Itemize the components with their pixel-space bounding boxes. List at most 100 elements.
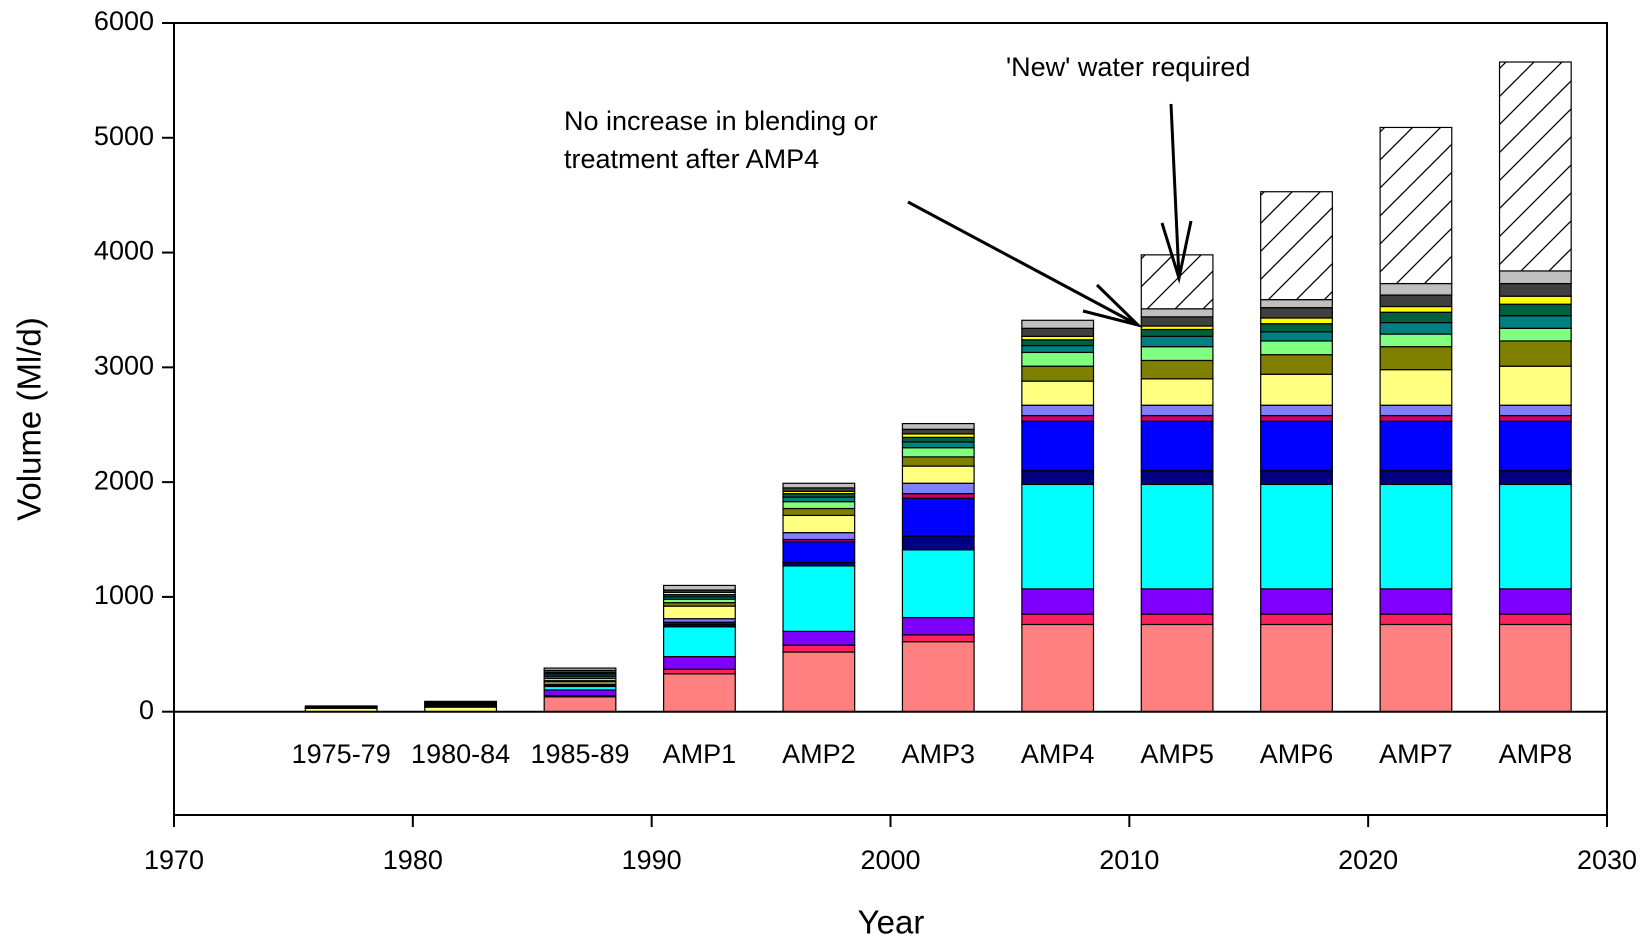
x-tick-label: 2030 — [1577, 845, 1637, 875]
bar-segment — [1379, 369, 1453, 406]
bar-segment — [663, 626, 736, 658]
bar-segment — [1498, 282, 1572, 297]
x-tick-label: 1980 — [383, 845, 443, 875]
bar-segment — [901, 497, 975, 537]
bar-segment — [1021, 351, 1095, 367]
x-axis-title: Year — [858, 904, 925, 941]
bar-segment — [1379, 483, 1453, 590]
y-tick-label: 0 — [139, 695, 154, 725]
y-axis-title: Volume (Ml/d) — [11, 317, 48, 521]
bar-segment — [901, 549, 975, 619]
category-label: AMP5 — [1140, 739, 1214, 769]
category-label: AMP6 — [1260, 739, 1334, 769]
bar-segment — [1260, 373, 1333, 406]
bar-segment — [1260, 307, 1333, 319]
bar-segment — [1140, 308, 1214, 318]
bar-segment — [1498, 303, 1572, 317]
bar-segment — [1498, 404, 1572, 417]
bar-segment — [1498, 61, 1572, 272]
bar-segment — [1498, 365, 1572, 406]
bar-segment — [304, 705, 378, 708]
bar-segment — [1140, 346, 1214, 362]
bar-segment — [1498, 470, 1572, 486]
bar-segment — [1140, 588, 1214, 615]
bar-segment — [1021, 613, 1095, 626]
bar-segment — [1260, 354, 1333, 375]
bar-segment — [1140, 470, 1214, 486]
bar-segment — [1379, 305, 1453, 313]
bar-segment — [1140, 359, 1214, 380]
x-tick-label: 2010 — [1099, 845, 1159, 875]
bar-segment — [663, 668, 736, 675]
bar-segment — [663, 673, 736, 713]
bar-segment — [782, 651, 856, 713]
annotation: treatment after AMP4 — [564, 144, 819, 174]
bar-segment — [1498, 295, 1572, 305]
arrow — [1160, 103, 1193, 284]
bar-segment — [1021, 339, 1095, 347]
x-tick-label: 2020 — [1338, 845, 1398, 875]
bar-segment — [901, 422, 975, 430]
bar-segment — [1498, 315, 1572, 329]
bar-segment — [1379, 346, 1453, 371]
bar-segment — [1498, 483, 1572, 590]
bar-segment — [1379, 613, 1453, 626]
bar-segment — [1379, 311, 1453, 324]
bar-segment — [1140, 483, 1214, 590]
bar-segment — [901, 436, 975, 443]
bar-segment — [1260, 323, 1333, 333]
bar-segment — [1498, 613, 1572, 626]
bar-segment — [1021, 319, 1095, 329]
category-label: AMP8 — [1499, 739, 1573, 769]
category-label: AMP2 — [782, 739, 856, 769]
bar-segment — [1140, 420, 1214, 472]
y-tick-label: 5000 — [94, 121, 154, 151]
bar-segment — [1021, 623, 1095, 713]
x-tick-label: 1970 — [144, 845, 204, 875]
bar-segment — [1021, 483, 1095, 590]
bar-segment — [1260, 588, 1333, 615]
bar-segment — [1260, 331, 1333, 342]
category-label: AMP3 — [902, 739, 976, 769]
bar-segment — [782, 630, 856, 646]
bar-segment — [782, 482, 856, 489]
bar-segment — [1260, 483, 1333, 590]
bar-segment — [1140, 613, 1214, 626]
bar-segment — [1260, 470, 1333, 486]
annotation: No increase in blending or — [564, 106, 878, 136]
bar-segment — [901, 465, 975, 484]
bar-segment — [901, 616, 975, 636]
bar-segment — [782, 514, 856, 534]
bar-segment — [1498, 340, 1572, 367]
bar-segment — [1379, 414, 1453, 422]
bar-segment — [1021, 344, 1095, 354]
bar-segment — [782, 507, 856, 517]
bar-segment — [1379, 420, 1453, 472]
bar-segment — [1260, 317, 1333, 325]
category-label: 1980-84 — [411, 739, 510, 769]
annotation: 'New' water required — [1006, 52, 1250, 82]
bar-segment — [1379, 404, 1453, 417]
bar-segment — [1140, 623, 1214, 713]
x-tick-label: 2000 — [860, 845, 920, 875]
category-label: AMP7 — [1379, 739, 1453, 769]
arrows — [907, 103, 1193, 328]
bar-segment — [1260, 340, 1333, 356]
bar-segment — [782, 532, 856, 541]
bar-segment — [1260, 420, 1333, 472]
bar-segment — [901, 428, 975, 435]
bar-segment — [1021, 327, 1095, 337]
bar-segment — [663, 605, 736, 620]
bar-segment — [543, 667, 617, 671]
bar-segment — [782, 501, 856, 510]
bar-segment — [1260, 623, 1333, 713]
bar-segment — [901, 456, 975, 467]
bar-segment — [782, 496, 856, 503]
bar-segment — [1498, 270, 1572, 285]
bar-segment — [1140, 328, 1214, 337]
bar-segment — [1379, 126, 1453, 285]
bar-segment — [1379, 333, 1453, 348]
bar-segment — [901, 447, 975, 458]
category-label: AMP4 — [1021, 739, 1095, 769]
